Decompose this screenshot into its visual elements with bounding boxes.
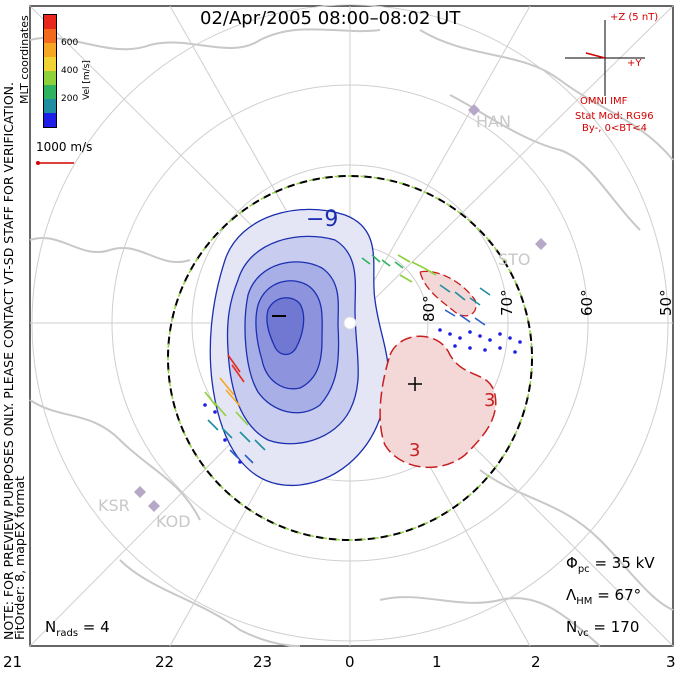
fit-order: FitOrder: 8, mapEX format [12,476,27,640]
pole-marker [343,316,357,330]
mlt-hour-1: 1 [432,653,442,671]
stat-n-rads: Nrads = 4 [45,618,110,639]
station-kod: KOD [156,512,191,531]
mlt-hour-3: 3 [666,653,676,671]
stat-phi-pc: Φpc = 35 kV [566,554,655,575]
mlt-hour-22: 22 [155,653,175,671]
station-sto: STO [498,250,531,269]
positive-potential-cell [379,270,497,468]
colorbar-segment [44,71,56,85]
colorbar-segment [44,29,56,43]
station-ksr: KSR [98,496,130,515]
colorbar-segment [44,15,56,29]
contour-label-positive-2: 3 [409,440,421,461]
latitude-label-70: 70° [498,289,516,316]
imf-source: OMNI IMF [580,96,628,107]
mlt-hour-2: 2 [531,653,541,671]
latitude-label-80: 80° [420,295,438,322]
latitude-label-60: 60° [578,289,596,316]
station-han: HAN [476,112,511,131]
contour-label-positive: 3 [484,390,496,411]
colorbar-tick: 600 [61,38,79,48]
colorbar-segment [44,57,56,71]
imf-model: Stat Mod: RG96 [575,111,654,122]
colorbar-segment [44,85,56,99]
velocity-colorbar [43,14,57,128]
hm-boundary-green [167,175,533,541]
radar-stations [134,104,547,512]
latitude-label-50: 50° [657,289,675,316]
colorbar-segment [44,43,56,57]
colorbar-label: Vel [m/s] [82,60,92,100]
vector-scale-label: 1000 m/s [36,140,93,154]
contour-label-negative: −9 [306,207,339,232]
velocity-vectors-dawn [361,254,522,354]
coastlines [29,28,674,647]
colorbar-tick: 200 [61,94,79,104]
stat-lambda-hm: ΛHM = 67° [566,586,642,607]
colorbar-segment [44,113,56,127]
imf-dial [565,20,645,96]
stat-n-vc: Nvc = 170 [566,618,640,639]
map-title: 02/Apr/2005 08:00–08:02 UT [200,8,461,29]
mlt-hour-23: 23 [253,653,273,671]
imf-bz-label: +Z (5 nT) [610,12,659,23]
mlt-hour-0: 0 [345,653,355,671]
colorbar-segment [44,99,56,113]
imf-by-label: +Y [627,58,642,69]
mlt-hour-21: 21 [3,653,23,671]
colorbar-tick: 400 [61,66,79,76]
coords-label: MLT coordinates [18,15,31,104]
velocity-vectors-dusk [203,354,266,464]
vector-scale [36,161,74,165]
negative-potential-cell [209,208,389,487]
imf-condition: By-, 0<BT<4 [582,123,648,134]
